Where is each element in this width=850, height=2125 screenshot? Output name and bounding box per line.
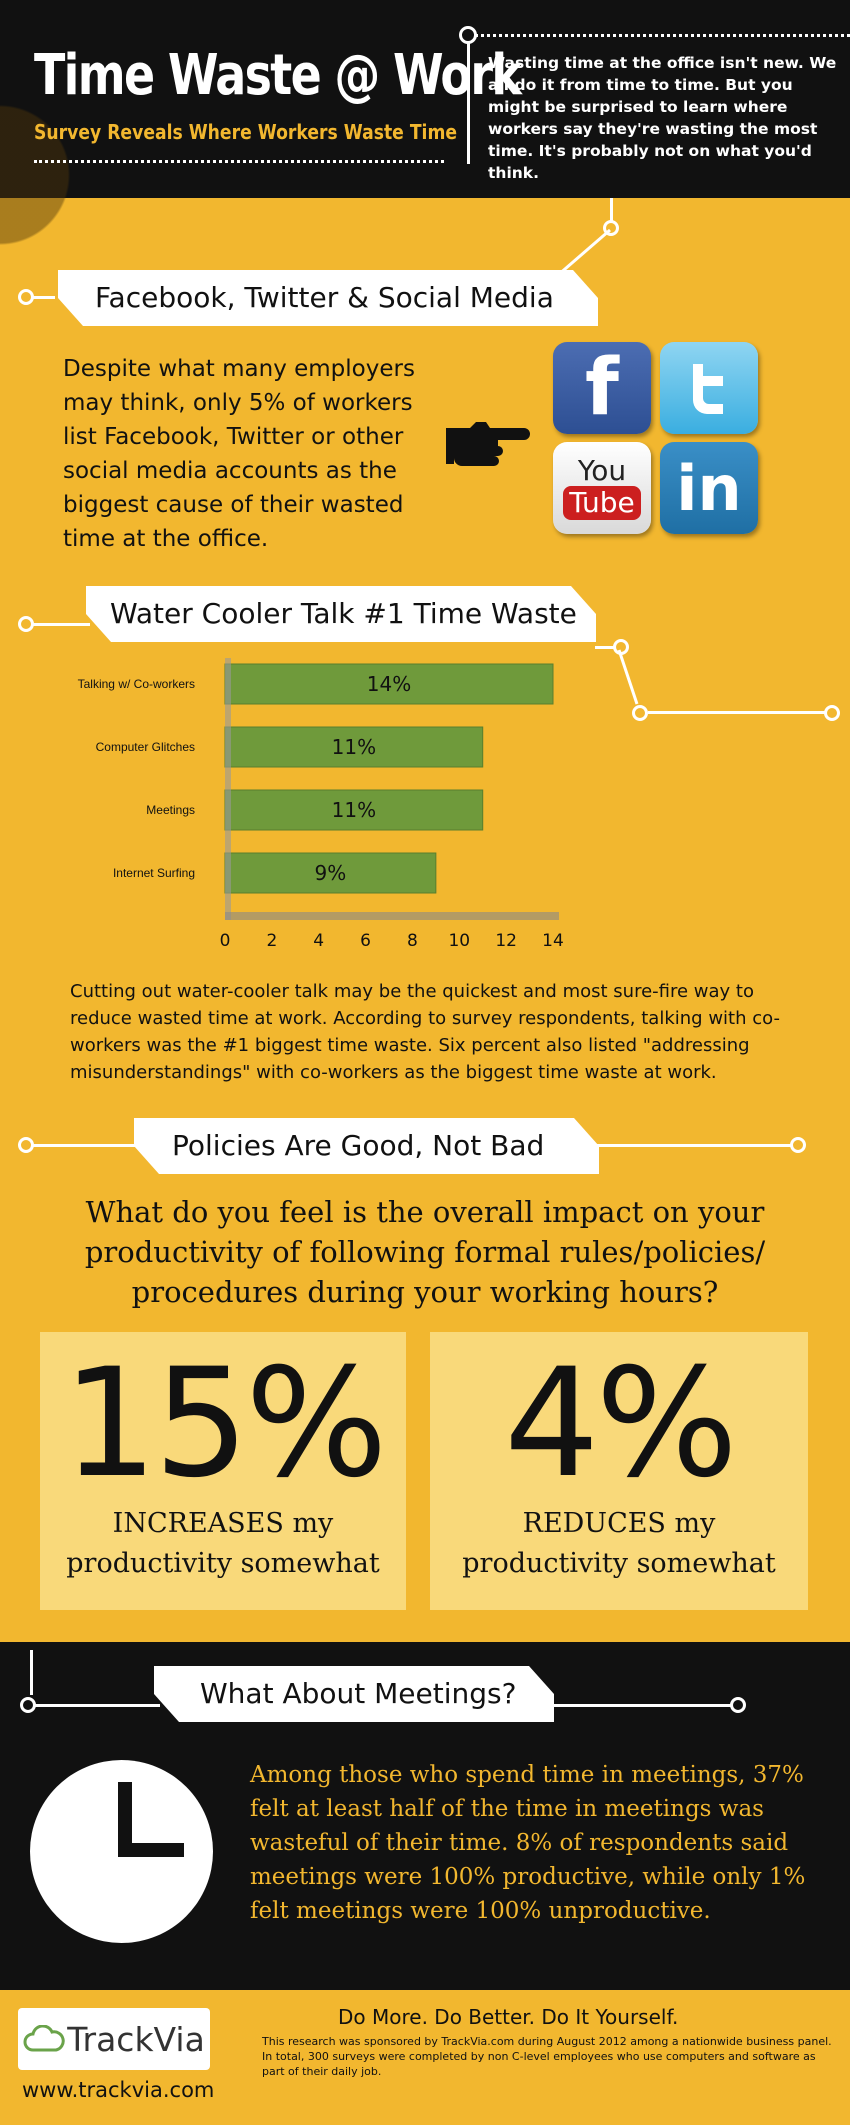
connector-line [30, 1704, 160, 1707]
bar [224, 663, 554, 705]
water-cooler-banner-shape [86, 586, 596, 642]
youtube-tube-label: Tube [563, 486, 641, 520]
x-tick-label: 4 [313, 931, 324, 950]
page-subtitle: Survey Reveals Where Workers Waste Time [34, 120, 458, 144]
meetings-banner-shape [154, 1666, 554, 1722]
policies-banner-shape [134, 1118, 599, 1174]
connector-dot [790, 1137, 806, 1153]
connector-line [595, 1144, 795, 1147]
x-tick-label: 12 [495, 931, 517, 950]
y-axis [225, 658, 231, 920]
connector-dot [824, 705, 840, 721]
bar-data-label: 11% [332, 735, 376, 759]
bar-data-label: 14% [367, 672, 411, 696]
facebook-icon: f [553, 342, 651, 434]
connector-dot [20, 1697, 36, 1713]
social-heading: Facebook, Twitter & Social Media [95, 281, 554, 314]
meetings-text: Among those who spend time in meetings, … [250, 1762, 806, 1924]
stat-line1: REDUCES my [522, 1508, 716, 1539]
connector-diagonal [617, 649, 639, 705]
logo-text: TrackVia [67, 2019, 205, 2059]
connector-line [540, 1704, 740, 1707]
x-axis [225, 912, 559, 920]
social-text: Despite what many employers may think, o… [63, 356, 415, 552]
twitter-t-glyph [693, 364, 723, 414]
clock-hour-hand [118, 1782, 132, 1857]
cloud-icon [23, 2025, 65, 2052]
connector-line [30, 1144, 140, 1147]
tagline: Do More. Do Better. Do It Yourself. [338, 2005, 679, 2029]
x-tick-label: 14 [542, 931, 564, 950]
connector-line [610, 198, 613, 228]
linkedin-icon: in [660, 442, 758, 534]
website-link[interactable]: www.trackvia.com [22, 2078, 215, 2102]
bar-category-label: Internet Surfing [113, 866, 195, 880]
x-tick-label: 8 [407, 931, 418, 950]
stat-box-reduces: 4% REDUCES my productivity somewhat [430, 1332, 808, 1610]
stat-value: 15% [62, 1337, 387, 1511]
pointing-hand-icon [446, 422, 530, 466]
x-tick-label: 0 [220, 931, 231, 950]
bar [224, 789, 484, 831]
bar-data-label: 11% [332, 798, 376, 822]
header-dotted-line [475, 34, 850, 37]
connector-dot [632, 705, 648, 721]
clock-minute-hand [118, 1843, 184, 1857]
x-tick-label: 10 [448, 931, 470, 950]
water-cooler-text: Cutting out water-cooler talk may be the… [70, 981, 780, 1083]
meetings-heading: What About Meetings? [200, 1677, 517, 1710]
header-divider [467, 34, 470, 164]
footnote: This research was sponsored by TrackVia.… [262, 2035, 832, 2078]
stat-line2: productivity somewhat [462, 1548, 776, 1579]
title-underline [34, 160, 444, 163]
bar-category-label: Computer Glitches [96, 740, 195, 754]
connector-line [30, 296, 55, 299]
bar-category-label: Talking w/ Co-workers [78, 677, 195, 691]
youtube-you-label: You [577, 454, 627, 487]
stat-value: 4% [504, 1337, 738, 1511]
x-tick-label: 6 [360, 931, 371, 950]
policies-heading: Policies Are Good, Not Bad [172, 1129, 545, 1162]
intro-text: Wasting time at the office isn't new. We… [488, 54, 837, 182]
youtube-icon: You Tube [553, 442, 651, 534]
policy-question: What do you feel is the overall impact o… [84, 1195, 766, 1309]
water-cooler-heading: Water Cooler Talk #1 Time Waste [110, 597, 577, 630]
connector-dot [18, 616, 34, 632]
time-waste-bar-chart: Talking w/ Co-workers 14% Computer Glitche… [78, 658, 564, 950]
header [0, 0, 850, 198]
connector-line [30, 1650, 33, 1695]
connector-dot [18, 1137, 34, 1153]
connector-dot [730, 1697, 746, 1713]
stat-box-increases: 15% INCREASES my productivity somewhat [40, 1332, 406, 1610]
page-title: Time Waste @ Work [34, 43, 522, 108]
x-tick-label: 2 [266, 931, 277, 950]
stat-line1: INCREASES my [112, 1508, 334, 1539]
connector-dot [18, 289, 34, 305]
twitter-icon [660, 342, 758, 434]
connector-line [595, 646, 620, 649]
connector-dot [459, 26, 477, 44]
trackvia-logo[interactable]: TrackVia [18, 2008, 210, 2070]
connector-line [648, 711, 828, 714]
connector-line [30, 623, 90, 626]
bar [224, 726, 484, 768]
bar-data-label: 9% [315, 861, 347, 885]
social-banner-shape [58, 270, 598, 326]
bar [224, 852, 437, 894]
bar-category-label: Meetings [146, 803, 195, 817]
stat-line2: productivity somewhat [66, 1548, 380, 1579]
